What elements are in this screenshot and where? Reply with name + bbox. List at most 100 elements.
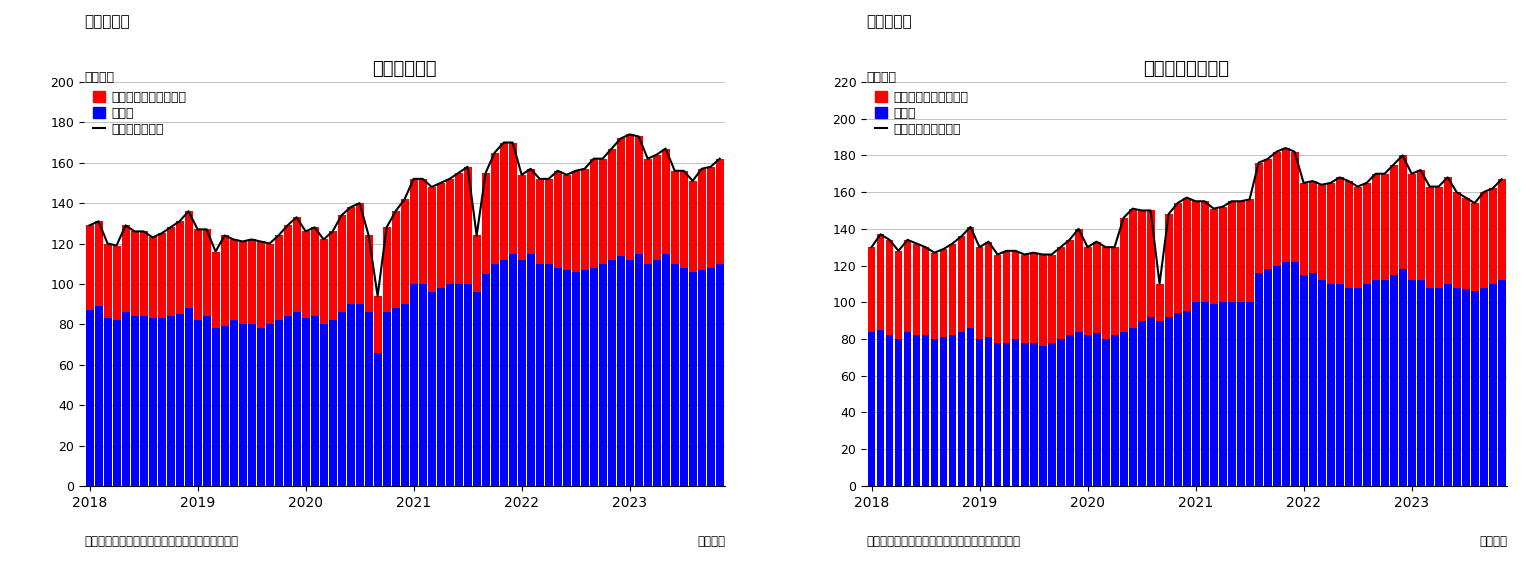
Bar [202,229,211,316]
Bar [266,324,274,486]
Bar [517,175,526,260]
Bar [1048,342,1056,486]
Bar [1201,302,1209,486]
Bar [626,260,633,486]
Bar [1227,201,1236,302]
Bar [248,324,256,486]
Bar [347,304,355,486]
Bar [1317,185,1325,280]
Bar [292,312,300,486]
Bar [1345,181,1353,288]
Bar [1146,317,1155,486]
Bar [121,225,130,312]
Bar [1308,273,1317,486]
Bar [886,335,894,486]
Bar [985,337,993,486]
Bar [113,320,121,486]
Bar [1426,288,1434,486]
Bar [536,264,543,486]
Bar [482,173,490,274]
Bar [1164,214,1172,317]
Bar [1120,332,1128,486]
Bar [257,328,265,486]
Bar [1057,247,1065,339]
Bar [266,244,274,324]
Bar [202,316,211,486]
Bar [517,260,526,486]
Bar [508,142,517,254]
Bar [419,284,427,486]
Bar [230,320,237,486]
Bar [1291,262,1299,486]
Bar [1317,280,1325,486]
Bar [148,318,156,486]
Bar [338,215,346,312]
Bar [904,240,912,332]
Bar [1129,208,1137,328]
Bar [382,227,390,312]
Bar [653,260,661,486]
Bar [1155,321,1163,486]
Bar [1389,164,1397,275]
Bar [220,327,228,486]
Bar [895,339,903,486]
Bar [130,232,139,316]
Bar [1408,174,1415,280]
Bar [1146,211,1155,317]
Bar [1435,186,1443,288]
Bar [1129,328,1137,486]
Bar [95,221,103,306]
Text: （図表２）: （図表２） [866,14,912,29]
Bar [563,270,571,486]
Bar [1417,280,1424,486]
Bar [1282,262,1290,486]
Bar [572,171,580,272]
Bar [1417,170,1424,280]
Bar [428,187,436,292]
Bar [1201,201,1209,302]
Bar [716,159,724,264]
Bar [563,175,571,270]
Bar [644,159,652,264]
Bar [1273,266,1281,486]
Bar [607,260,615,486]
Bar [1299,183,1308,275]
Bar [635,254,643,486]
Bar [1192,201,1200,302]
Bar [670,264,679,486]
Bar [536,179,543,264]
Bar [329,320,337,486]
Bar [1345,288,1353,486]
Bar [895,251,903,339]
Bar [617,138,624,255]
Bar [1236,201,1244,302]
Bar [688,272,696,486]
Bar [589,159,598,268]
Bar [1083,335,1091,486]
Bar [877,234,884,330]
Bar [104,244,112,318]
Title: 住宅着工件数: 住宅着工件数 [372,59,438,77]
Bar [1192,302,1200,486]
Bar [958,236,965,332]
Bar [1380,280,1389,486]
Bar [958,332,965,486]
Bar [1444,284,1452,486]
Bar [679,268,687,486]
Bar [1245,199,1253,302]
Bar [167,227,174,316]
Bar [1408,280,1415,486]
Bar [445,179,453,284]
Bar [886,240,894,335]
Bar [364,236,373,312]
Bar [355,203,364,304]
Bar [661,149,670,254]
Bar [1498,280,1506,486]
Bar [554,171,562,268]
Bar [482,274,490,486]
Bar [716,264,724,486]
Bar [1426,186,1434,288]
Bar [1102,247,1109,339]
Bar [572,272,580,486]
Bar [167,316,174,486]
